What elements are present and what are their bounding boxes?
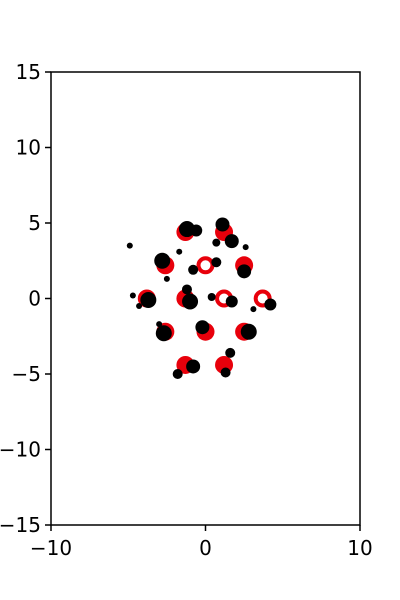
y-tick-label-0: −15 bbox=[0, 513, 41, 537]
plot-frame bbox=[50, 71, 361, 526]
y-tick-label-5: 10 bbox=[16, 136, 41, 160]
point-black-7 bbox=[154, 252, 171, 269]
y-tick-label-6: 15 bbox=[16, 60, 41, 84]
x-tick-label-1: 0 bbox=[199, 536, 212, 560]
point-black-18 bbox=[207, 292, 216, 301]
point-black-27 bbox=[186, 359, 201, 374]
point-red-ring-0 bbox=[196, 256, 215, 275]
point-black-24 bbox=[155, 325, 172, 342]
point-black-1 bbox=[190, 224, 203, 237]
y-tick-label-2: −5 bbox=[12, 362, 41, 386]
x-tick-label-0: −10 bbox=[30, 536, 72, 560]
point-black-10 bbox=[211, 257, 222, 268]
ticks-layer bbox=[45, 71, 361, 531]
point-black-3 bbox=[224, 234, 239, 249]
point-black-23 bbox=[195, 320, 210, 335]
point-black-9 bbox=[188, 264, 199, 275]
point-black-13 bbox=[181, 284, 192, 295]
point-black-16 bbox=[136, 303, 143, 310]
point-black-28 bbox=[172, 369, 183, 379]
y-tick-label-1: −10 bbox=[0, 438, 41, 462]
point-black-19 bbox=[225, 295, 238, 308]
point-black-26 bbox=[225, 347, 236, 358]
point-black-2 bbox=[215, 217, 230, 232]
point-black-15 bbox=[129, 292, 136, 299]
point-black-4 bbox=[212, 238, 221, 247]
y-tick-label-3: 0 bbox=[28, 287, 41, 311]
point-black-17 bbox=[182, 293, 199, 310]
y-tick-label-4: 5 bbox=[28, 211, 41, 235]
point-black-22 bbox=[156, 321, 163, 328]
points-layer bbox=[126, 217, 277, 379]
point-black-20 bbox=[264, 298, 277, 311]
point-black-6 bbox=[176, 248, 183, 255]
x-tick-label-2: 10 bbox=[347, 536, 372, 560]
point-black-14 bbox=[140, 292, 157, 309]
point-black-5 bbox=[242, 244, 249, 251]
point-black-29 bbox=[220, 367, 231, 378]
point-black-11 bbox=[237, 264, 252, 279]
point-black-8 bbox=[126, 242, 133, 249]
point-black-21 bbox=[250, 306, 257, 313]
point-black-12 bbox=[163, 275, 170, 282]
point-black-25 bbox=[240, 323, 257, 340]
